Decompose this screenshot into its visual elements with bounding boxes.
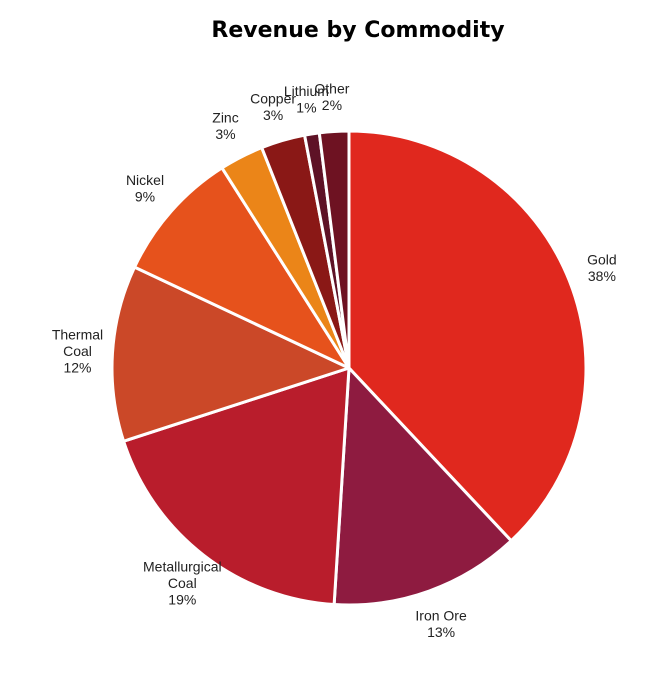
slice-name: Copper [250,91,296,107]
slice-label-zinc: Zinc 3% [212,109,238,141]
slice-label-metallurgical-coal: Metallurgical Coal 19% [143,558,222,607]
slice-name: Other [314,80,349,96]
slice-percent: 2% [322,97,342,113]
slice-percent: 1% [296,100,316,116]
slice-label-lithium: Lithium 1% [284,83,329,116]
pie-slice-metallurgical-coal [122,366,351,607]
slice-label-other: Other 2% [314,80,349,113]
pie-slice-other [317,129,351,370]
slice-percent: 13% [427,624,455,640]
pie-slice-thermal-coal [110,265,351,443]
slice-label-iron-ore: Iron Ore 13% [415,608,467,641]
pie-slice-nickel [133,166,351,370]
chart-title: Revenue by Commodity [211,18,505,43]
slice-name: Nickel [126,172,164,188]
pie-labels: Gold 38%Iron Ore 13%Metallurgical Coal 19%Th… [52,80,617,640]
slice-label-copper: Copper 3% [250,91,296,124]
slice-name: Coal [168,575,197,591]
slice-name: Thermal [52,326,103,342]
slice-name: Coal [63,343,92,359]
slice-label-nickel: Nickel 9% [126,172,164,205]
slice-percent: 19% [168,591,196,607]
slice-percent: 3% [215,126,235,142]
slice-percent: 3% [263,107,283,123]
slice-percent: 9% [135,188,155,204]
slice-label-thermal-coal: Thermal Coal 12% [52,326,103,375]
pie-slice-gold [347,129,588,543]
pie-slices [110,129,588,607]
pie-slice-iron-ore [332,366,513,607]
slice-name: Zinc [212,109,238,125]
slice-percent: 38% [588,268,616,284]
slice-name: Iron Ore [415,608,467,624]
slice-name: Metallurgical [143,558,222,574]
slice-name: Gold [587,252,617,268]
slice-label-gold: Gold 38% [587,252,617,285]
slice-name: Lithium [284,83,329,99]
slice-percent: 12% [63,359,91,375]
